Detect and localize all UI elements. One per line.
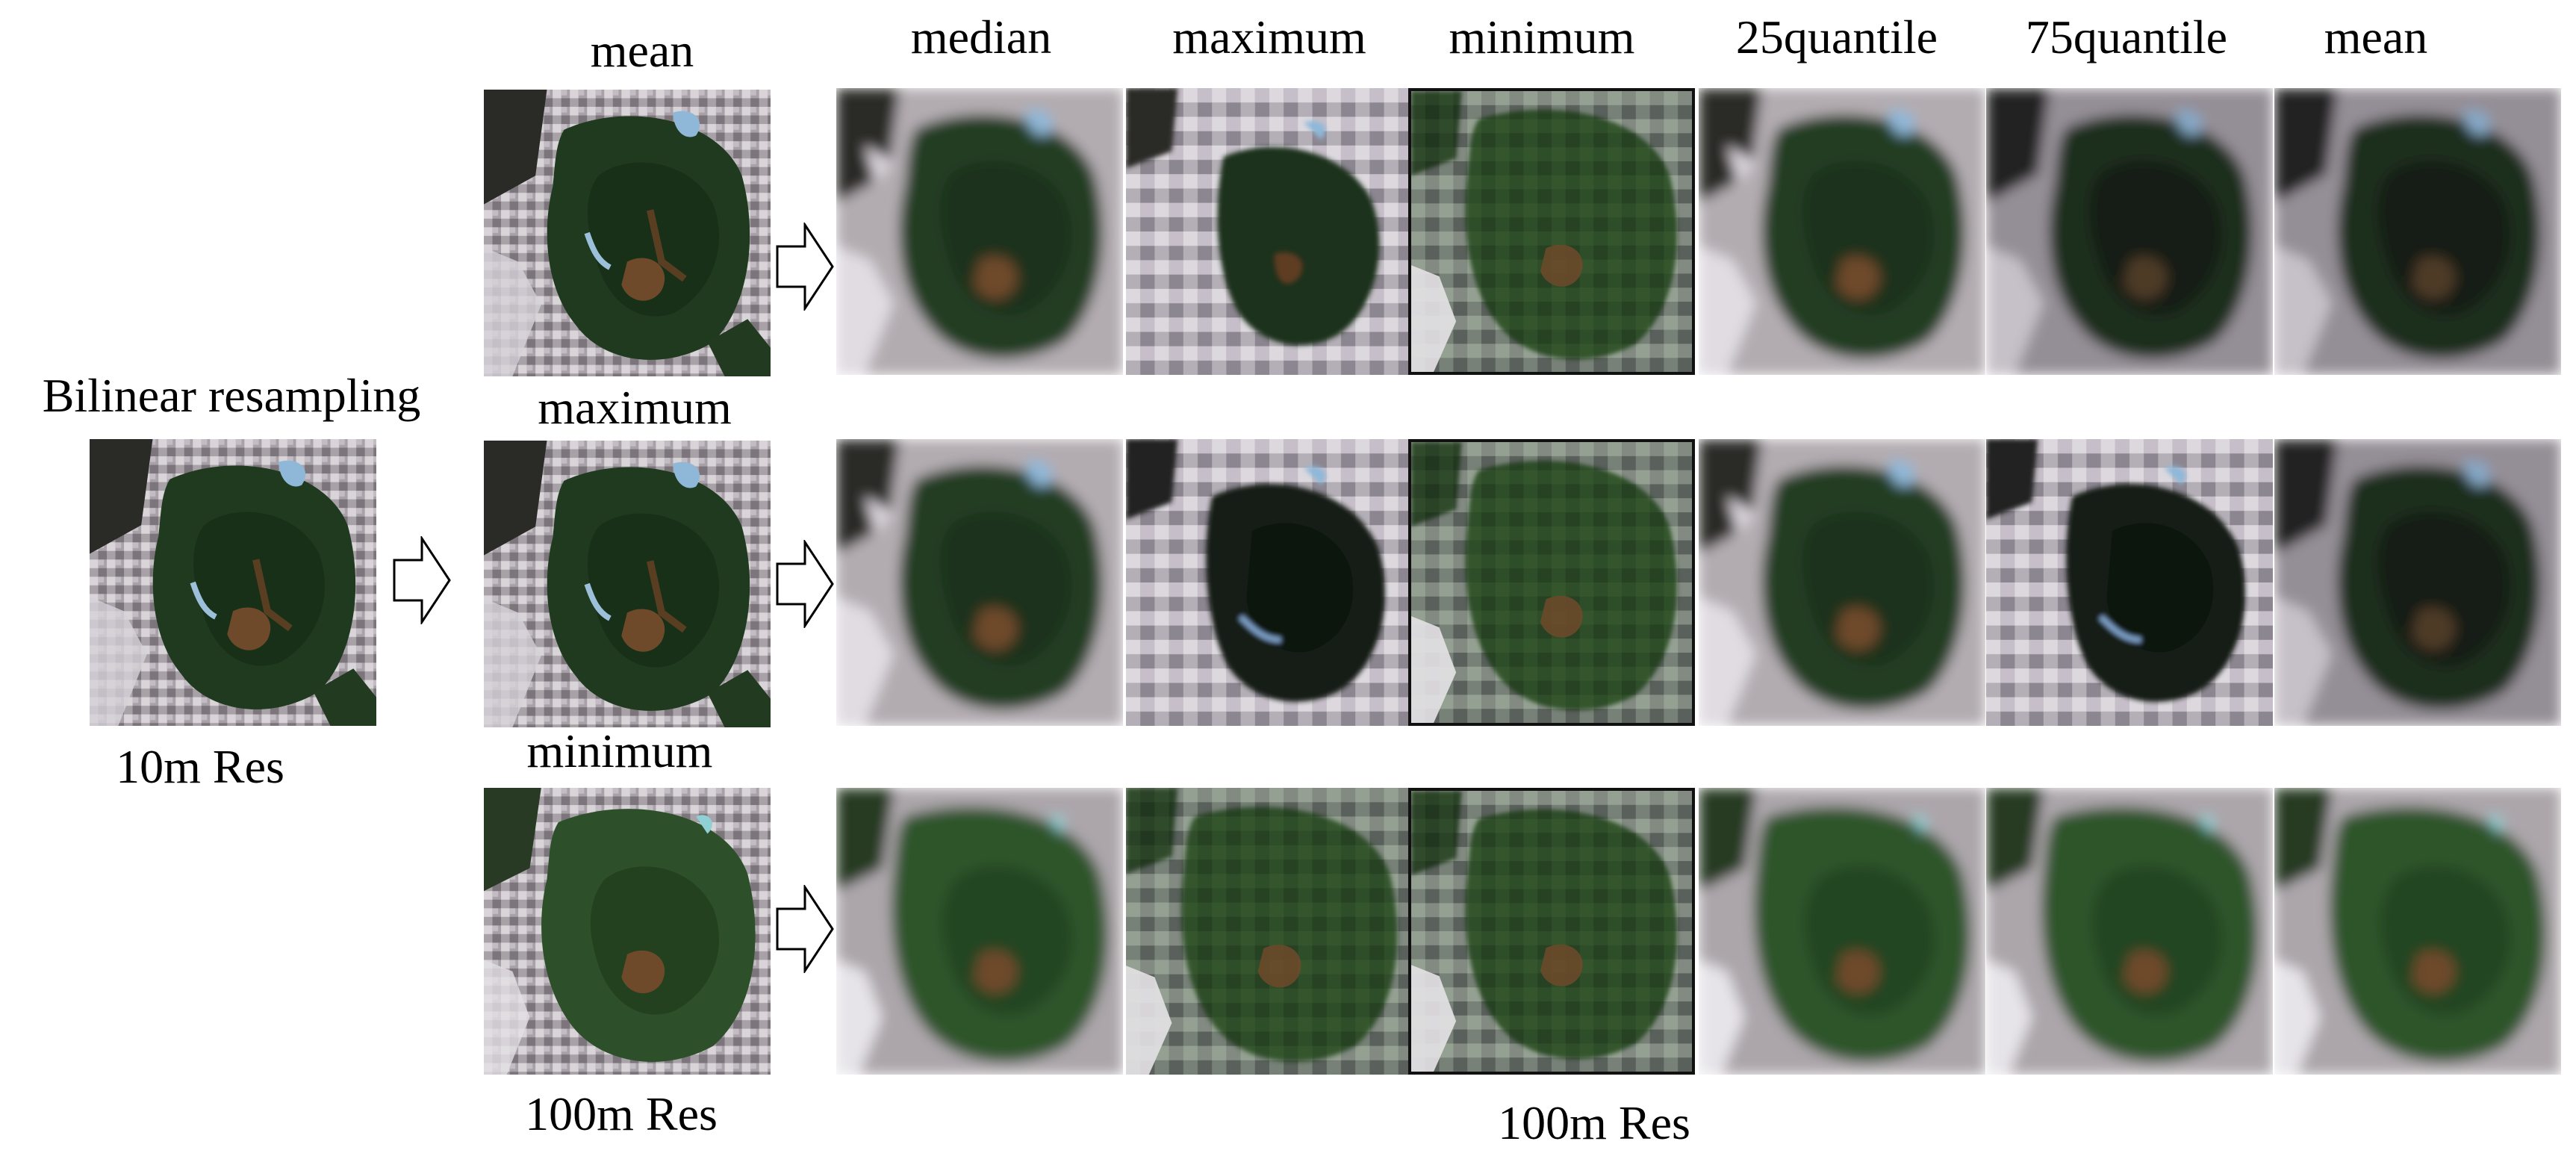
grid-image-row2-maximum — [1126, 439, 1413, 726]
res-label-10m: 10m Res — [116, 740, 284, 793]
column-header-25quantile: 25quantile — [1735, 10, 1938, 63]
grid-image-row1-minimum — [1408, 88, 1695, 375]
satellite-image — [90, 439, 376, 726]
grid-image-row1-mean — [2274, 88, 2561, 375]
middle-image-minimum — [484, 788, 771, 1075]
middle-image-mean — [484, 90, 771, 376]
grid-image-row1-maximum — [1126, 88, 1413, 375]
column-header-minimum: minimum — [1449, 10, 1635, 63]
middle-label-maximum: maximum — [538, 381, 732, 434]
grid-image-row2-median — [836, 439, 1123, 726]
bilinear-resampling-title: Bilinear resampling — [42, 369, 421, 422]
source-image-10m — [90, 439, 376, 726]
res-label-100m-middle: 100m Res — [525, 1087, 718, 1140]
grid-image-row1-25quantile — [1699, 88, 1985, 375]
grid-image-row3-25quantile — [1699, 788, 1985, 1075]
grid-image-row3-mean — [2274, 788, 2561, 1075]
grid-image-row1-75quantile — [1986, 88, 2273, 375]
grid-image-row2-75quantile — [1986, 439, 2273, 726]
column-header-75quantile: 75quantile — [2025, 10, 2228, 63]
grid-image-row3-maximum — [1126, 788, 1413, 1075]
grid-image-row3-median — [836, 788, 1123, 1075]
right-arrow-icon — [776, 223, 834, 311]
res-label-100m-grid: 100m Res — [1498, 1096, 1690, 1149]
right-arrow-icon — [776, 540, 834, 628]
middle-image-maximum — [484, 441, 771, 727]
grid-image-row1-median — [836, 88, 1123, 375]
middle-label-mean: mean — [590, 24, 694, 77]
right-arrow-icon — [393, 536, 451, 624]
grid-image-row3-minimum — [1408, 788, 1695, 1075]
grid-image-row2-mean — [2274, 439, 2561, 726]
column-header-mean: mean — [2324, 10, 2428, 63]
column-header-maximum: maximum — [1172, 10, 1366, 63]
right-arrow-icon — [776, 885, 834, 973]
grid-image-row3-75quantile — [1986, 788, 2273, 1075]
grid-image-row2-minimum — [1408, 439, 1695, 726]
grid-image-row2-25quantile — [1699, 439, 1985, 726]
middle-label-minimum: minimum — [526, 724, 713, 777]
column-header-median: median — [910, 10, 1052, 63]
